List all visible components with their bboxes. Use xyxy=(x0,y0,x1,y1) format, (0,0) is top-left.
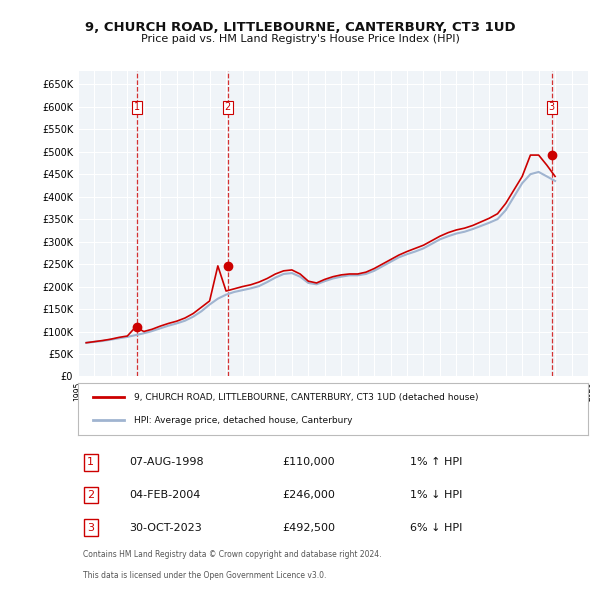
Text: 30-OCT-2023: 30-OCT-2023 xyxy=(129,523,202,533)
Text: 3: 3 xyxy=(549,103,555,113)
Text: 1: 1 xyxy=(87,457,94,467)
Text: 2: 2 xyxy=(224,103,231,113)
Text: 6% ↓ HPI: 6% ↓ HPI xyxy=(409,523,462,533)
Text: This data is licensed under the Open Government Licence v3.0.: This data is licensed under the Open Gov… xyxy=(83,571,326,580)
Text: HPI: Average price, detached house, Canterbury: HPI: Average price, detached house, Cant… xyxy=(134,416,353,425)
Text: £492,500: £492,500 xyxy=(282,523,335,533)
Text: 9, CHURCH ROAD, LITTLEBOURNE, CANTERBURY, CT3 1UD: 9, CHURCH ROAD, LITTLEBOURNE, CANTERBURY… xyxy=(85,21,515,34)
Text: 04-FEB-2004: 04-FEB-2004 xyxy=(129,490,200,500)
Text: 9, CHURCH ROAD, LITTLEBOURNE, CANTERBURY, CT3 1UD (detached house): 9, CHURCH ROAD, LITTLEBOURNE, CANTERBURY… xyxy=(134,393,479,402)
Text: Price paid vs. HM Land Registry's House Price Index (HPI): Price paid vs. HM Land Registry's House … xyxy=(140,34,460,44)
Text: 1: 1 xyxy=(134,103,140,113)
Text: 2: 2 xyxy=(87,490,94,500)
Text: £110,000: £110,000 xyxy=(282,457,335,467)
Text: 1% ↑ HPI: 1% ↑ HPI xyxy=(409,457,462,467)
Text: 1% ↓ HPI: 1% ↓ HPI xyxy=(409,490,462,500)
Text: 07-AUG-1998: 07-AUG-1998 xyxy=(129,457,203,467)
Text: Contains HM Land Registry data © Crown copyright and database right 2024.: Contains HM Land Registry data © Crown c… xyxy=(83,550,382,559)
Text: 3: 3 xyxy=(87,523,94,533)
Text: £246,000: £246,000 xyxy=(282,490,335,500)
